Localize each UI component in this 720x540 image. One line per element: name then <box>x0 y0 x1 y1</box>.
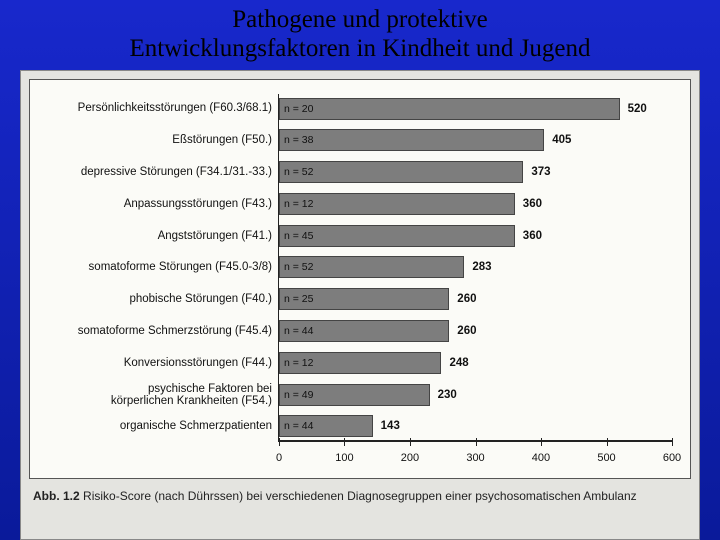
x-tick-label: 600 <box>663 452 681 464</box>
n-label: n = 49 <box>284 389 314 401</box>
x-tick-label: 100 <box>335 452 353 464</box>
value-label: 230 <box>438 389 457 401</box>
bar: n = 25 <box>279 288 449 310</box>
row-label: Angststörungen (F41.) <box>48 221 272 251</box>
bar-row: n = 44 260 <box>279 316 672 346</box>
title-line-1: Pathogene und protektive <box>232 6 488 33</box>
value-label: 373 <box>531 166 550 178</box>
value-label: 360 <box>523 230 542 242</box>
bar-row: n = 45 360 <box>279 221 672 251</box>
x-tick-label: 500 <box>597 452 615 464</box>
n-label: n = 52 <box>284 166 314 178</box>
bar: n = 12 <box>279 352 441 374</box>
value-label: 260 <box>457 325 476 337</box>
x-tick <box>410 438 411 446</box>
x-tick <box>279 438 280 446</box>
row-label: Anpassungsstörungen (F43.) <box>48 189 272 219</box>
n-label: n = 12 <box>284 198 314 210</box>
bar-row: n = 20 520 <box>279 94 672 124</box>
x-tick <box>672 438 673 446</box>
value-label: 405 <box>552 134 571 146</box>
row-label: somatoforme Störungen (F45.0-3/8) <box>48 252 272 282</box>
x-tick <box>476 438 477 446</box>
n-label: n = 52 <box>284 261 314 273</box>
x-tick-label: 400 <box>532 452 550 464</box>
title-line-2: Entwicklungsfaktoren in Kindheit und Jug… <box>129 35 590 62</box>
x-tick-label: 0 <box>276 452 282 464</box>
row-label: organische Schmerzpatienten <box>48 411 272 441</box>
y-axis-labels: Persönlichkeitsstörungen (F60.3/68.1)Eßs… <box>48 94 278 442</box>
bar-row: n = 12 248 <box>279 348 672 378</box>
chart-frame: Persönlichkeitsstörungen (F60.3/68.1)Eßs… <box>20 70 700 540</box>
row-label: Konversionsstörungen (F44.) <box>48 348 272 378</box>
row-label: psychische Faktoren beikörperlichen Kran… <box>48 380 272 410</box>
x-tick-label: 300 <box>466 452 484 464</box>
bar: n = 45 <box>279 225 515 247</box>
chart-panel: Persönlichkeitsstörungen (F60.3/68.1)Eßs… <box>29 79 691 479</box>
row-label: somatoforme Schmerzstörung (F45.4) <box>48 316 272 346</box>
bar: n = 44 <box>279 415 373 437</box>
row-label: phobische Störungen (F40.) <box>48 284 272 314</box>
n-label: n = 45 <box>284 230 314 242</box>
bar-row: n = 25 260 <box>279 284 672 314</box>
bar: n = 52 <box>279 256 464 278</box>
n-label: n = 44 <box>284 420 314 432</box>
bar-row: n = 38 405 <box>279 125 672 155</box>
value-label: 143 <box>381 420 400 432</box>
bar-row: n = 52 373 <box>279 157 672 187</box>
value-label: 520 <box>628 103 647 115</box>
n-label: n = 20 <box>284 103 314 115</box>
plot-area: n = 20520n = 38405n = 52373n = 12360n = … <box>278 94 672 442</box>
row-label: Eßstörungen (F50.) <box>48 125 272 155</box>
caption-text: Risiko-Score (nach Dührssen) bei verschi… <box>80 489 637 503</box>
bar-row: n = 12 360 <box>279 189 672 219</box>
x-tick <box>607 438 608 446</box>
chart-inner: Persönlichkeitsstörungen (F60.3/68.1)Eßs… <box>48 94 672 442</box>
bar: n = 12 <box>279 193 515 215</box>
x-tick <box>344 438 345 446</box>
caption-bold: Abb. 1.2 <box>33 489 80 503</box>
x-tick-label: 200 <box>401 452 419 464</box>
value-label: 283 <box>472 261 491 273</box>
n-label: n = 38 <box>284 134 314 146</box>
n-label: n = 25 <box>284 293 314 305</box>
bar: n = 44 <box>279 320 449 342</box>
n-label: n = 12 <box>284 357 314 369</box>
bar: n = 49 <box>279 384 430 406</box>
bar-row: n = 49 230 <box>279 380 672 410</box>
value-label: 360 <box>523 198 542 210</box>
x-tick <box>541 438 542 446</box>
row-label: Persönlichkeitsstörungen (F60.3/68.1) <box>48 94 272 124</box>
slide-title: Pathogene und protektive Entwicklungsfak… <box>0 0 720 68</box>
bar: n = 52 <box>279 161 523 183</box>
value-label: 248 <box>449 357 468 369</box>
value-label: 260 <box>457 293 476 305</box>
row-label: depressive Störungen (F34.1/31.-33.) <box>48 157 272 187</box>
figure-caption: Abb. 1.2 Risiko-Score (nach Dührssen) be… <box>29 479 691 505</box>
bar: n = 38 <box>279 129 544 151</box>
n-label: n = 44 <box>284 325 314 337</box>
bar-row: n = 52 283 <box>279 252 672 282</box>
bar: n = 20 <box>279 98 620 120</box>
